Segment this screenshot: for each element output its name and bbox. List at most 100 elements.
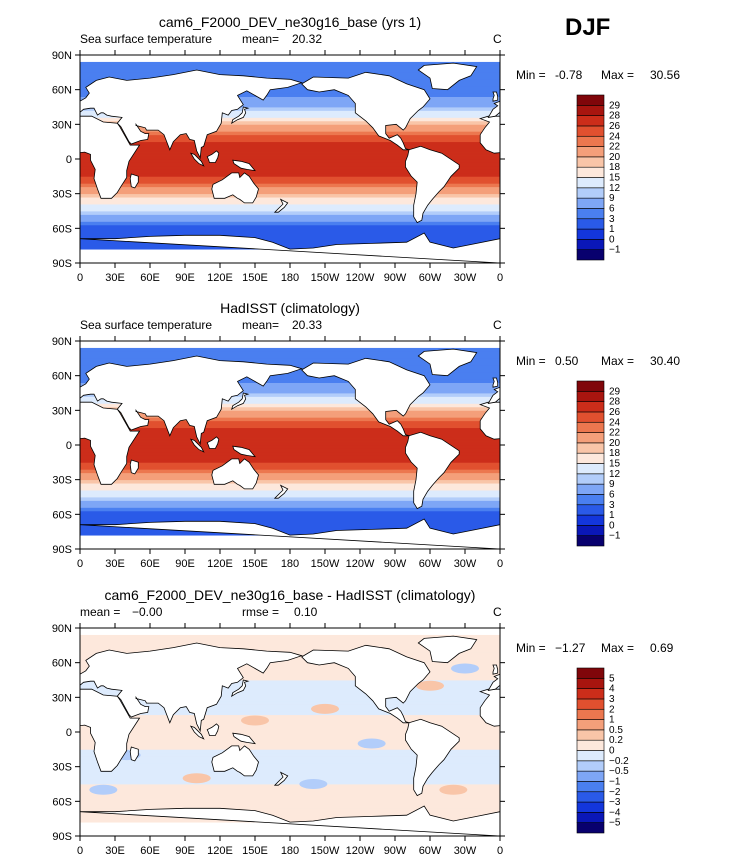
colorbar-label: 26 [609, 121, 621, 132]
land-northAmerica [722, 645, 733, 723]
stat1-value: 20.33 [292, 318, 323, 332]
land-japan [652, 393, 668, 409]
colorbar-box [576, 432, 605, 444]
lat-band [80, 752, 500, 757]
anomaly-patch [451, 663, 479, 674]
max-value: 30.40 [650, 354, 681, 368]
lat-band [80, 399, 500, 404]
land-greenland [417, 348, 478, 377]
lat-band [80, 431, 500, 435]
colorbar-label: 15 [609, 173, 621, 184]
colorbar-box [576, 678, 605, 689]
lat-band [80, 742, 500, 747]
land-africa [80, 688, 141, 772]
lat-band [80, 510, 500, 515]
colorbar-box [576, 463, 605, 475]
y-tick-label: 30S [52, 189, 72, 201]
land-madagascar [550, 460, 558, 474]
lat-band [80, 403, 500, 408]
lat-band [80, 145, 500, 149]
land-antarctica [80, 805, 500, 836]
colorbar-box [576, 115, 605, 127]
lat-band [80, 351, 500, 356]
lat-band [80, 159, 500, 163]
land-nz [695, 199, 708, 212]
colorbar-label: −3 [609, 797, 621, 808]
lat-band [80, 641, 500, 646]
lat-band [80, 662, 500, 667]
lat-band [80, 96, 500, 101]
colorbar-label: 3 [609, 214, 615, 225]
lat-band [80, 514, 500, 519]
colorbar-label: 6 [609, 203, 615, 214]
land-uk [492, 377, 499, 388]
land-borneo [206, 150, 220, 163]
colorbar-label: 22 [609, 428, 621, 439]
lat-band [80, 490, 500, 494]
x-tick-label: 180 [281, 558, 299, 570]
lat-band [80, 176, 500, 181]
lat-band [80, 735, 500, 740]
land-madagascar [550, 747, 558, 761]
variable-label: Sea surface temperature [80, 318, 213, 332]
x-tick-label: 90E [175, 845, 195, 857]
y-tick-label: 60S [52, 796, 72, 808]
lat-band [80, 451, 500, 456]
x-tick-label: 0 [497, 558, 503, 570]
anomaly-patch [182, 773, 211, 784]
lat-band [80, 204, 500, 208]
land-uk [73, 665, 78, 674]
lat-band [80, 68, 500, 73]
min-label: Min = [516, 641, 546, 655]
lat-band [80, 497, 500, 501]
panel-title: cam6_F2000_DEV_ne30g16_base (yrs 1) [158, 14, 422, 30]
land-northAmerica [722, 72, 733, 150]
colorbar-label: 1 [609, 510, 615, 521]
lat-band [80, 197, 500, 201]
lat-band [80, 638, 500, 643]
land-greenland [0, 63, 57, 90]
land-japan [652, 107, 668, 123]
land-africa [478, 401, 500, 440]
stat1-label: mean = [80, 605, 121, 619]
lat-band [80, 524, 500, 529]
min-label: Min = [516, 68, 546, 82]
lat-band [80, 211, 500, 215]
colorbar-label: 24 [609, 131, 621, 142]
land-southAmerica [405, 718, 460, 797]
colorbar-label: −1 [609, 531, 621, 542]
map-panel-1: 0 30E 60E 90E 120E 150E 180 150W 120W 90W 60W 30W 09… [0, 50, 733, 284]
land-northAmerica [0, 358, 10, 436]
land-newGuinea [232, 732, 256, 745]
lat-band [80, 406, 500, 411]
land-southAmerica [405, 145, 460, 224]
lat-band [80, 790, 500, 795]
colorbar-label: 1 [609, 224, 615, 235]
lat-band [80, 117, 500, 122]
lat-band [80, 396, 500, 401]
y-tick-label: 0 [66, 440, 72, 452]
lat-band [80, 728, 500, 733]
lat-band [80, 179, 500, 184]
land-africa [478, 688, 500, 727]
lat-band [80, 417, 500, 422]
colorbar-box [576, 156, 605, 168]
lat-band [80, 200, 500, 205]
colorbar-label: 1 [609, 715, 615, 726]
y-tick-label: 0 [66, 727, 72, 739]
colorbar-box [576, 781, 605, 793]
x-tick-label: 90E [175, 272, 195, 284]
colorbar-box [576, 391, 605, 402]
lat-band [80, 700, 500, 705]
colorbar-label: 5 [609, 673, 615, 684]
lat-band [80, 217, 500, 222]
lat-band [80, 500, 500, 505]
lat-band [80, 745, 500, 750]
land-australia [211, 172, 259, 204]
stat1-label: mean= [242, 32, 280, 46]
x-tick-label: 60W [419, 272, 442, 284]
lat-band [80, 517, 500, 522]
lat-band [80, 777, 500, 781]
lat-band [80, 214, 500, 219]
